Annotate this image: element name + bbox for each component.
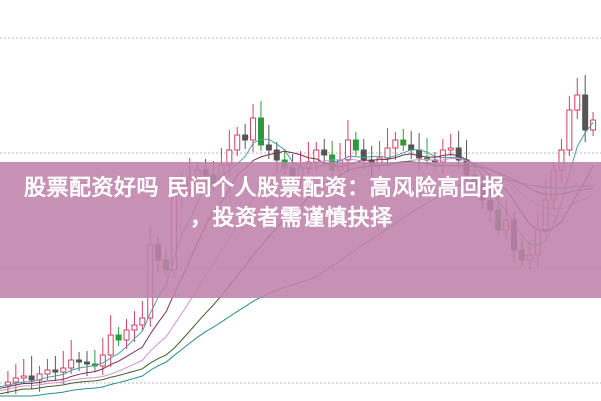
candle-body (107, 334, 114, 356)
candle-body (12, 377, 19, 383)
candle-body (265, 144, 272, 151)
candle-body (574, 94, 581, 111)
candle-body (234, 134, 241, 151)
candle-body (400, 139, 407, 146)
candle-body (83, 361, 90, 365)
candle-body (582, 94, 589, 131)
candle-body (447, 147, 454, 151)
candle-body (76, 359, 83, 363)
candle-body (566, 109, 573, 151)
candle-body (273, 149, 280, 161)
candle-body (68, 359, 75, 369)
title-line-1: 股票配资好吗 民间个人股票配资：高风险高回报 (24, 176, 505, 201)
candle-body (20, 375, 27, 379)
candle-body (416, 149, 423, 159)
candle-body (344, 139, 351, 161)
candle-body (455, 147, 462, 161)
candle-body (99, 354, 106, 367)
candle-body (123, 329, 130, 341)
candle-body (52, 369, 59, 373)
candle-body (28, 375, 35, 381)
candle-body (242, 134, 249, 141)
candle-body (360, 149, 367, 161)
candle-body (139, 317, 146, 326)
candle-body (408, 144, 415, 151)
candle-body (60, 367, 67, 373)
candle-body (384, 147, 391, 159)
candle-body (257, 117, 264, 146)
candle-body (250, 117, 257, 141)
candle-body (131, 324, 138, 331)
candle-body (44, 369, 51, 375)
candle-body (352, 139, 359, 151)
candle-body (392, 139, 399, 149)
candle-body (321, 149, 328, 156)
title-line-2: ，投资者需谨慎抉择 (190, 206, 393, 231)
title-banner (0, 162, 601, 298)
candle-body (115, 334, 122, 341)
